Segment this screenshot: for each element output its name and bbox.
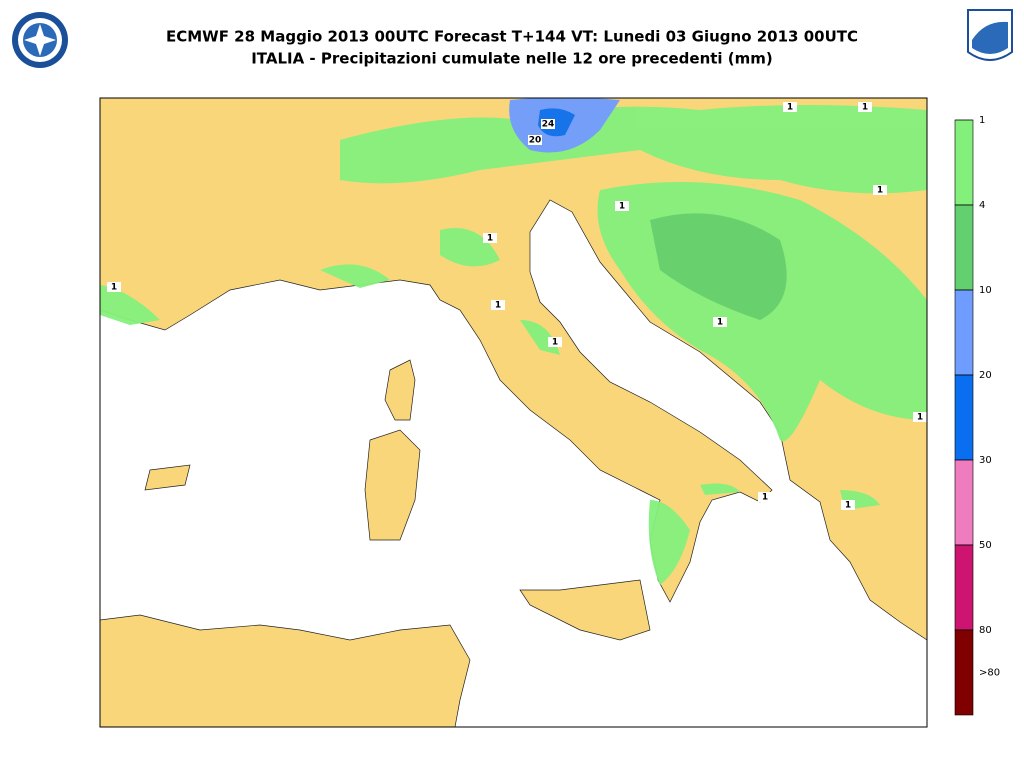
contour-label: 1 xyxy=(877,186,883,196)
colorbar-label: 80 xyxy=(979,625,992,636)
sardinia xyxy=(364,429,421,541)
contour-label-box xyxy=(758,492,772,502)
contour-label-box xyxy=(483,233,497,243)
contour-label: 1 xyxy=(717,318,723,328)
contour-label: 1 xyxy=(619,202,625,212)
contour-label: 1 xyxy=(552,338,558,348)
contour-label: 1 xyxy=(762,493,768,503)
precip-areas xyxy=(100,98,927,585)
logo-left xyxy=(12,12,68,68)
contour-label-box xyxy=(913,412,927,422)
contour-label-box xyxy=(528,135,542,145)
contour-label-box xyxy=(541,119,555,129)
title: ECMWF 28 Maggio 2013 00UTC Forecast T+14… xyxy=(166,28,858,46)
colorbar: 1 4 10 20 30 50 80 >80 xyxy=(954,115,1000,716)
sicily xyxy=(519,579,651,641)
subtitle: ITALIA - Precipitazioni cumulate nelle 1… xyxy=(251,50,773,68)
colorbar-bin xyxy=(954,204,974,291)
logo-right xyxy=(967,9,1013,61)
colorbar-bin xyxy=(954,544,974,631)
colorbar-bin xyxy=(954,289,974,376)
colorbar-bin xyxy=(954,459,974,546)
colorbar-label: 4 xyxy=(979,200,985,211)
contour-label: 1 xyxy=(487,234,493,244)
colorbar-label: 1 xyxy=(979,115,985,126)
colorbar-label: 50 xyxy=(979,540,992,551)
africa xyxy=(100,614,471,727)
colorbar-label: 30 xyxy=(979,455,992,466)
colorbar-label: 20 xyxy=(979,370,992,381)
colorbar-label: 10 xyxy=(979,285,992,296)
contour-label-box xyxy=(107,282,121,292)
contour-label: 1 xyxy=(787,103,793,113)
contour-label: 20 xyxy=(529,136,542,146)
map-frame xyxy=(99,97,928,728)
contour-label: 1 xyxy=(917,413,923,423)
colorbar-bin xyxy=(954,374,974,461)
colorbar-label: >80 xyxy=(979,668,1000,679)
contour-label: 1 xyxy=(111,283,117,293)
contour-label-box xyxy=(615,201,629,211)
contour-label: 1 xyxy=(845,501,851,511)
contour-label-box xyxy=(873,185,887,195)
balearics xyxy=(144,464,191,491)
colorbar-bin xyxy=(954,119,974,206)
contour-label-box xyxy=(783,102,797,112)
colorbar-bin xyxy=(954,629,974,716)
corsica xyxy=(384,359,416,421)
contour-label-box xyxy=(491,300,505,310)
contour-label-box xyxy=(713,317,727,327)
contour-label-box xyxy=(841,500,855,510)
contour-label: 1 xyxy=(495,301,501,311)
contour-label-box xyxy=(548,337,562,347)
contour-label: 24 xyxy=(542,120,555,130)
contour-label-box xyxy=(858,102,872,112)
contour-label: 1 xyxy=(862,103,868,113)
